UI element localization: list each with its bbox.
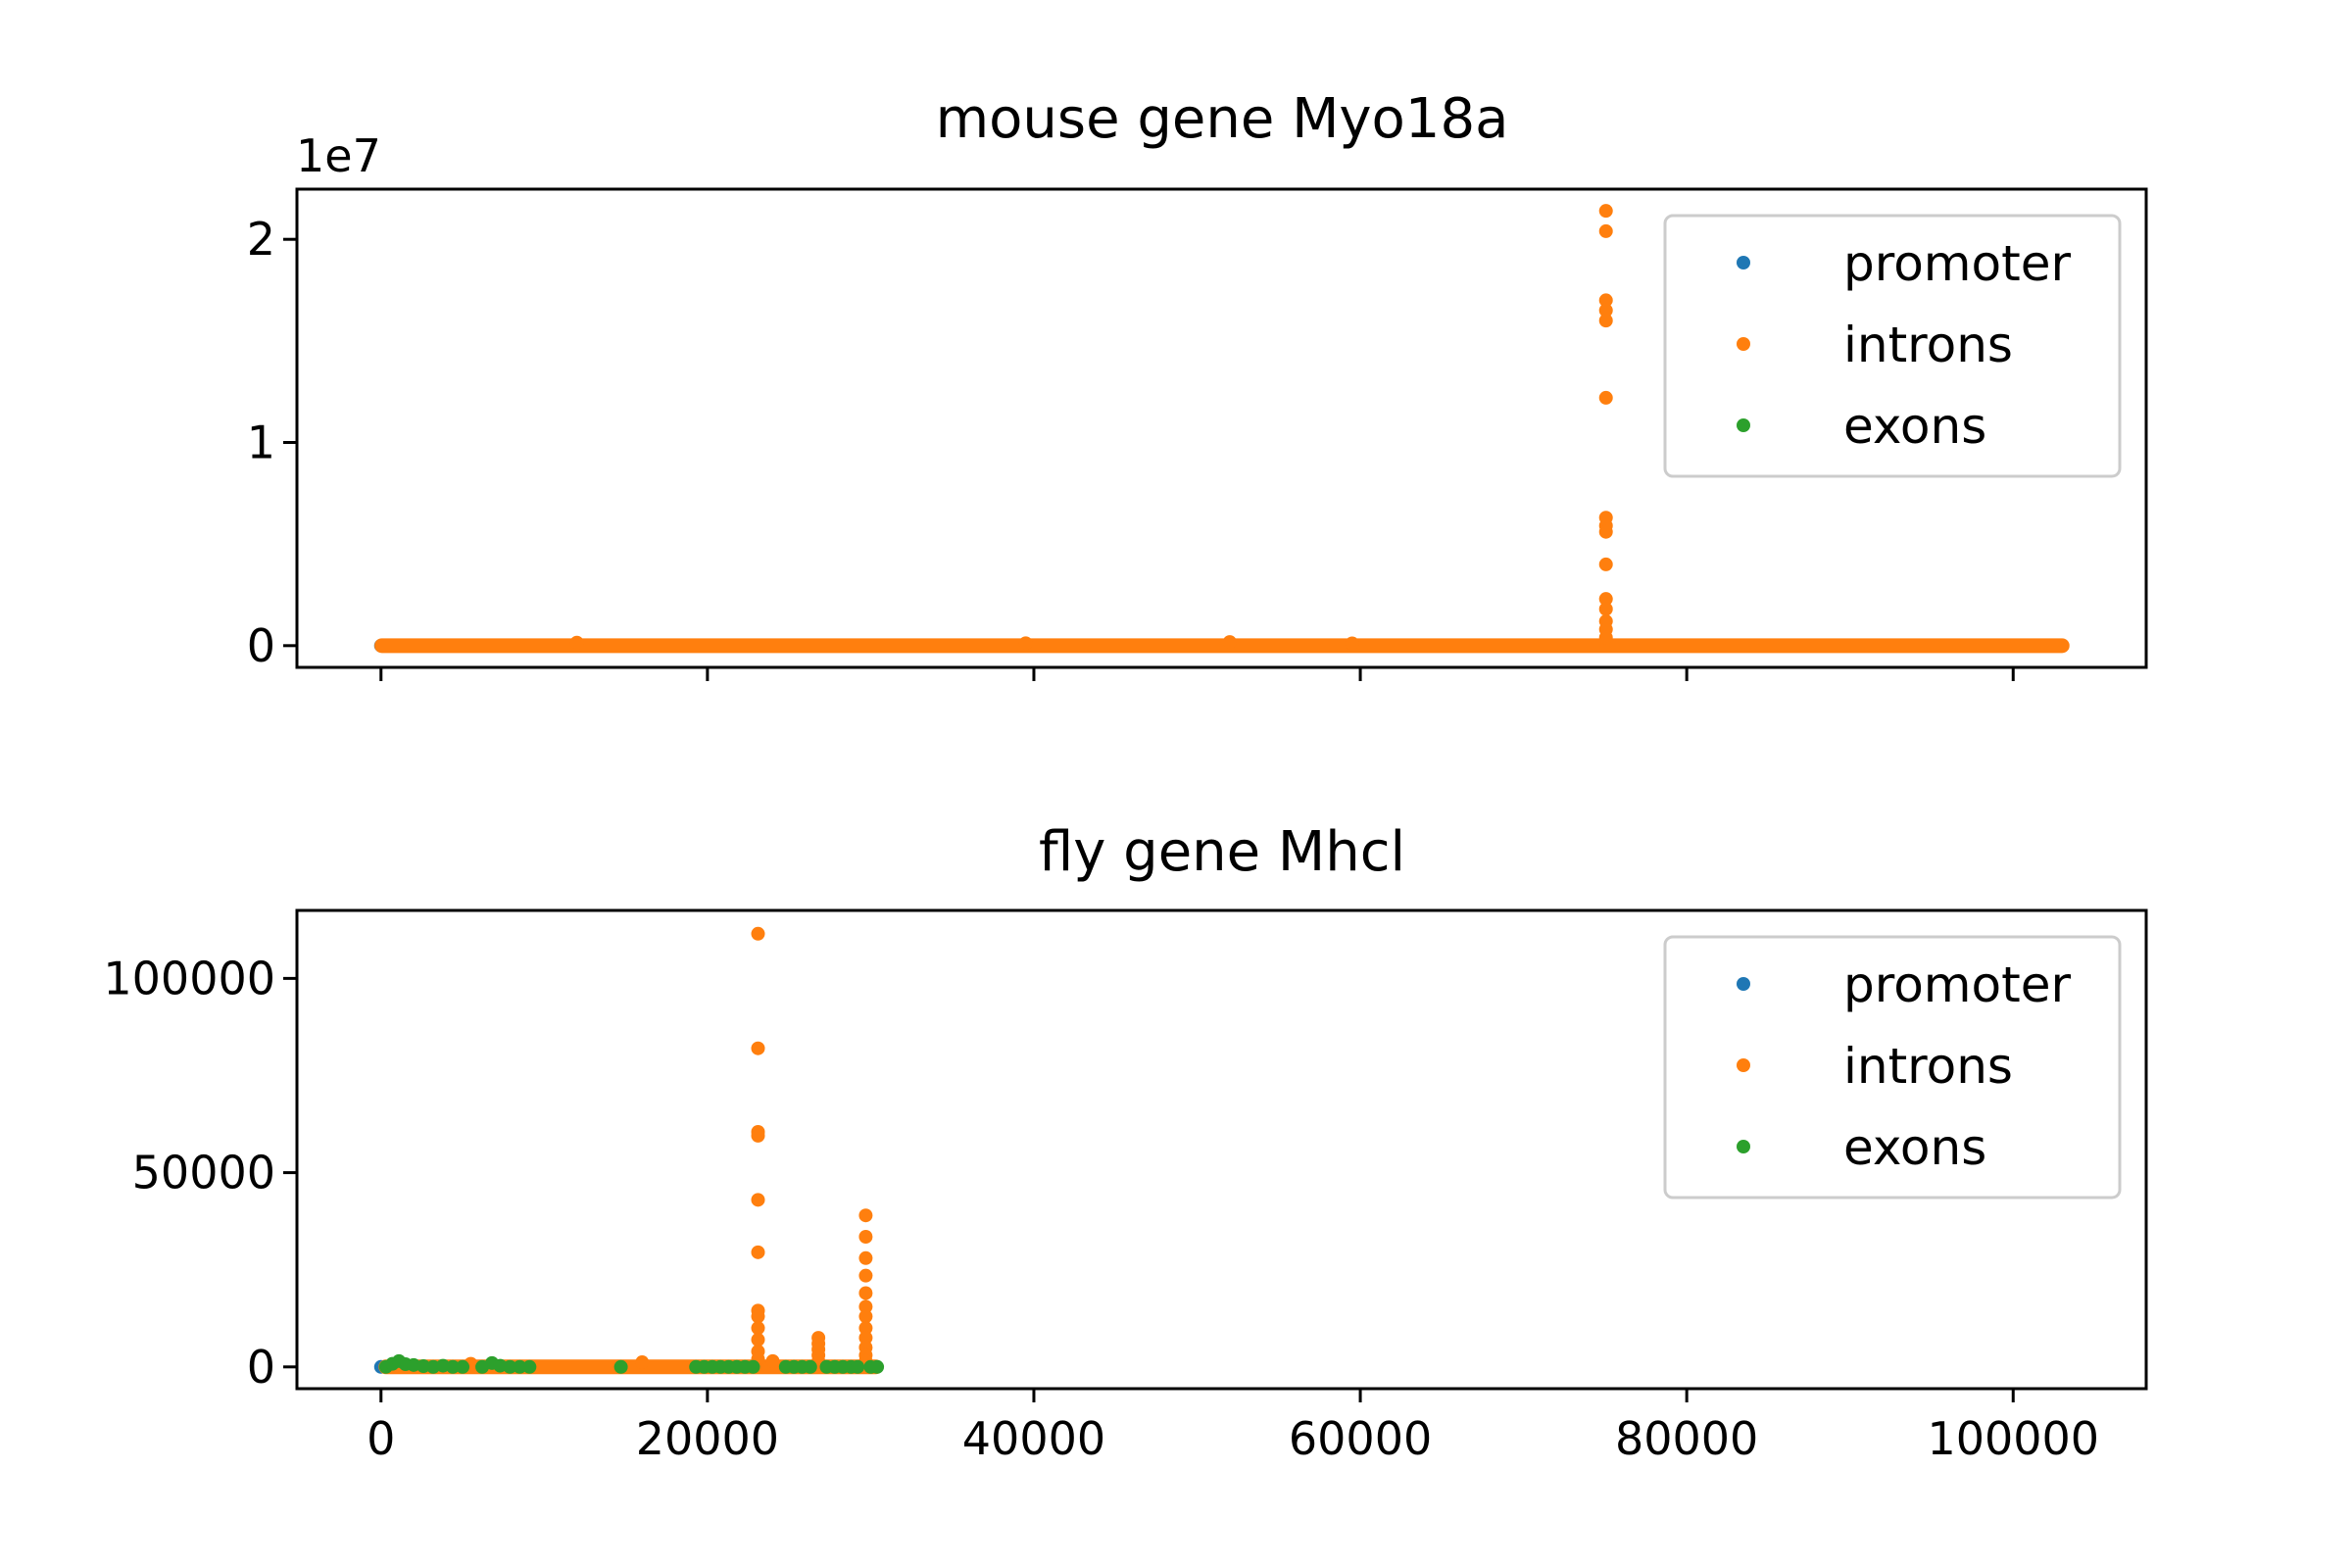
legend-label: exons (1843, 1119, 1986, 1176)
exons-point (870, 1359, 885, 1374)
legend-marker (1737, 337, 1750, 351)
x-tick-label: 80000 (1615, 1412, 1758, 1465)
introns-point (1598, 303, 1613, 318)
legend-label: exons (1843, 398, 1986, 455)
axes: 0 1 2 (247, 213, 2015, 681)
introns-point (1598, 602, 1613, 616)
exons-point (613, 1359, 628, 1374)
plot-frame (295, 187, 2148, 669)
series-exons (378, 1353, 885, 1374)
introns-point (1598, 223, 1613, 238)
introns-point (858, 1309, 873, 1324)
introns-point (1598, 204, 1613, 219)
y-tick-label: 0 (247, 619, 275, 672)
introns-point (1222, 635, 1237, 650)
legend-marker (1737, 418, 1750, 432)
exons-point (803, 1359, 817, 1374)
series-introns (374, 204, 2070, 654)
exons-point (851, 1359, 865, 1374)
data-points (373, 204, 2070, 654)
introns-point (1598, 557, 1613, 571)
x-tick-label: 20000 (636, 1412, 779, 1465)
legend-box (1663, 935, 2122, 1200)
introns-point (751, 1245, 765, 1259)
legend-marker (1737, 1140, 1750, 1153)
legend-marker (1737, 977, 1750, 991)
legend-label: promoter (1843, 956, 2071, 1013)
legend-item-exons: exons (1737, 398, 1986, 455)
introns-point (765, 1353, 780, 1368)
introns-point (858, 1268, 873, 1283)
introns-point (751, 1309, 765, 1324)
introns-point (858, 1321, 873, 1336)
introns-point (751, 1193, 765, 1207)
y-axis-offset-label: 1e7 (296, 129, 381, 182)
y-tick-label: 50000 (132, 1147, 275, 1200)
legend-marker (1737, 1058, 1750, 1072)
introns-point (1345, 636, 1359, 651)
legend-label: promoter (1843, 235, 2071, 292)
data-points (373, 926, 885, 1375)
y-tick-label: 1 (247, 416, 275, 469)
introns-point (635, 1355, 650, 1370)
introns-point (751, 1321, 765, 1336)
introns-point (858, 1331, 873, 1346)
introns-point (858, 1250, 873, 1265)
exons-point (416, 1359, 431, 1374)
y-tick-label: 2 (247, 213, 275, 266)
exons-point (513, 1359, 527, 1374)
introns-point (1598, 293, 1613, 308)
legend-item-introns: introns (1737, 1038, 2013, 1095)
introns-point (1598, 390, 1613, 405)
legend-item-exons: exons (1737, 1119, 1986, 1176)
y-tick-label: 0 (247, 1341, 275, 1394)
plot-frame (295, 908, 2148, 1391)
legend-item-introns: introns (1737, 317, 2013, 373)
legend: promoter introns exons (1663, 935, 2122, 1200)
exons-point (456, 1359, 470, 1374)
axes: 0 20000 40000 60000 80000 100000 0 50000 100000 (103, 952, 2099, 1465)
chart-fly-mhcl: fly gene Mhcl 0 20000 40000 60000 80000 10000… (103, 820, 2148, 1465)
introns-point (1598, 630, 1613, 645)
introns-point (751, 1128, 765, 1143)
chart-mouse-myo18a: mouse gene Myo18a 1e7 0 1 2 promoter intron… (247, 87, 2148, 681)
exons-point (503, 1359, 517, 1374)
legend: promoter introns exons (1663, 214, 2122, 478)
legend-label: introns (1843, 317, 2013, 373)
introns-point (858, 1286, 873, 1300)
introns-point (858, 1208, 873, 1223)
introns-point (569, 635, 584, 650)
legend-box (1663, 214, 2122, 478)
introns-point (858, 1229, 873, 1244)
introns-point (1598, 314, 1613, 328)
x-tick-label: 40000 (962, 1412, 1105, 1465)
introns-point (858, 1299, 873, 1314)
exons-point (746, 1359, 760, 1374)
exons-point (522, 1359, 537, 1374)
legend-label: introns (1843, 1038, 2013, 1095)
legend-marker (1737, 256, 1750, 270)
y-tick-label: 100000 (103, 952, 275, 1004)
legend-item-promoter: promoter (1737, 956, 2071, 1013)
x-tick-label: 60000 (1289, 1412, 1432, 1465)
legend-item-promoter: promoter (1737, 235, 2071, 292)
x-tick-label: 100000 (1927, 1412, 2099, 1465)
chart-title: mouse gene Myo18a (936, 87, 1509, 151)
x-tick-label: 0 (367, 1412, 395, 1465)
introns-point (751, 1333, 765, 1348)
introns-point (1018, 636, 1033, 651)
introns-point (1598, 592, 1613, 607)
introns-point (1598, 524, 1613, 539)
introns-point (751, 926, 765, 941)
chart-title: fly gene Mhcl (1039, 820, 1405, 884)
exons-point (446, 1359, 461, 1374)
introns-point (751, 1041, 765, 1055)
